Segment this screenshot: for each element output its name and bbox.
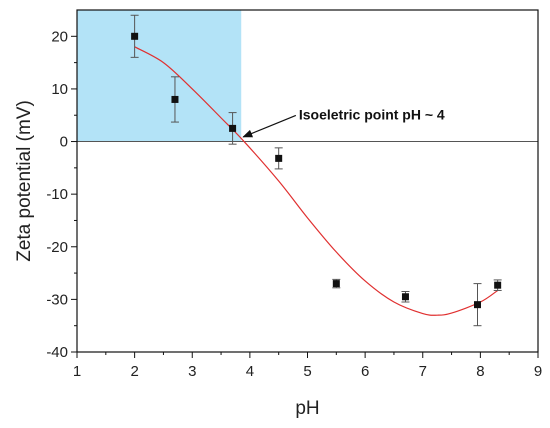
fit-curve bbox=[134, 46, 499, 316]
data-point bbox=[332, 280, 340, 288]
acidic-region-highlight bbox=[77, 10, 242, 142]
x-tick-label: 1 bbox=[73, 363, 81, 380]
x-tick-label: 3 bbox=[188, 363, 196, 380]
isoelectric-arrow bbox=[242, 114, 297, 138]
data-point bbox=[131, 32, 139, 40]
data-point bbox=[401, 293, 409, 301]
isoelectric-annotation: Isoeletric point pH ~ 4 bbox=[299, 106, 445, 122]
data-point bbox=[229, 124, 237, 132]
x-tick-label: 7 bbox=[419, 363, 427, 380]
data-point bbox=[494, 281, 502, 289]
y-tick-label: -40 bbox=[46, 344, 68, 361]
data-point bbox=[171, 95, 179, 103]
y-axis-title: Zeta potential (mV) bbox=[14, 100, 35, 262]
y-tick-label: 10 bbox=[51, 81, 68, 98]
data-point bbox=[473, 301, 481, 309]
data-point bbox=[275, 154, 283, 162]
x-axis-title: pH bbox=[295, 398, 319, 419]
y-tick-label: -10 bbox=[46, 186, 68, 203]
y-tick-label: 0 bbox=[60, 134, 68, 151]
y-tick-label: 20 bbox=[51, 28, 68, 45]
y-tick-label: -20 bbox=[46, 239, 68, 256]
y-tick-label: -30 bbox=[46, 291, 68, 308]
x-tick-label: 5 bbox=[303, 363, 311, 380]
x-tick-label: 6 bbox=[361, 363, 369, 380]
x-tick-label: 8 bbox=[476, 363, 484, 380]
x-tick-label: 9 bbox=[534, 363, 542, 380]
x-tick-label: 2 bbox=[130, 363, 138, 380]
x-tick-label: 4 bbox=[246, 363, 254, 380]
